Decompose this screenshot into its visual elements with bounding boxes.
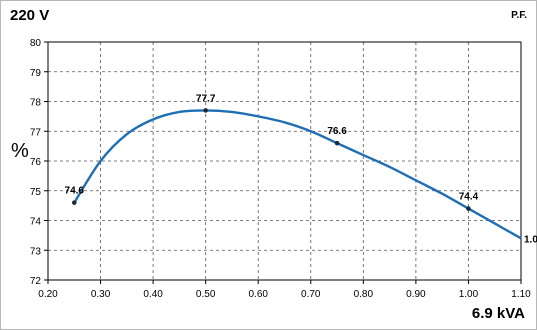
y-tick-label: 72 — [30, 276, 42, 287]
x-axis-label: 6.9 kVA — [471, 305, 525, 322]
x-tick-label: 0.80 — [354, 289, 374, 300]
x-tick-label: 0.40 — [143, 289, 163, 300]
power-factor-label: P.F. — [511, 10, 527, 21]
y-tick-label: 80 — [30, 38, 42, 49]
y-tick-label: 77 — [30, 127, 42, 138]
data-label: 74.6 — [65, 186, 85, 197]
series-name-label: 1.0 — [524, 234, 537, 245]
data-point — [71, 200, 77, 205]
data-label: 74.4 — [459, 192, 479, 203]
x-tick-label: 0.60 — [248, 289, 268, 300]
y-tick-label: 79 — [30, 68, 42, 79]
data-point — [334, 140, 340, 146]
x-tick-label: 1.10 — [511, 289, 531, 300]
data-point — [466, 206, 471, 211]
y-tick-label: 73 — [30, 246, 42, 257]
data-label: 77.7 — [196, 93, 216, 104]
x-tick-label: 1.00 — [459, 289, 479, 300]
x-tick-label: 0.30 — [91, 289, 111, 300]
y-tick-label: 78 — [30, 98, 42, 109]
x-tick-label: 0.90 — [406, 289, 426, 300]
data-point — [203, 108, 208, 113]
chart-title: 220 V — [10, 7, 50, 24]
y-tick-label: 74 — [30, 217, 42, 228]
x-tick-label: 0.70 — [301, 289, 321, 300]
y-tick-label: 75 — [30, 187, 42, 198]
data-label: 76.6 — [327, 126, 347, 137]
y-axis-label: % — [11, 140, 29, 162]
x-tick-label: 0.20 — [38, 289, 58, 300]
y-tick-label: 76 — [30, 157, 42, 168]
x-tick-label: 0.50 — [196, 289, 216, 300]
series-line — [73, 109, 522, 240]
